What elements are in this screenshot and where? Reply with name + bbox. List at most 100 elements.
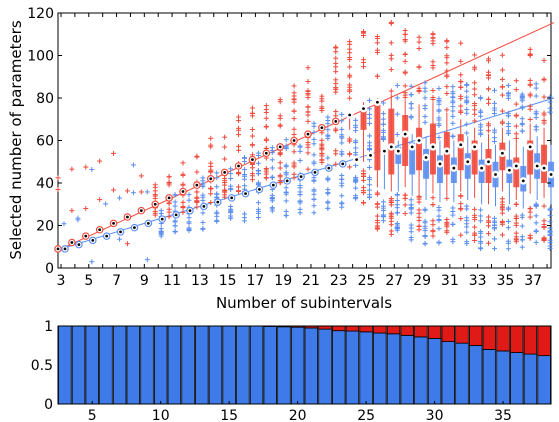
- outlier-mark-red: [208, 169, 214, 175]
- outlier-mark-red: [194, 189, 200, 195]
- outlier-mark-blue: [367, 106, 373, 112]
- outlier-mark-red: [361, 200, 367, 206]
- outlier-mark-red: [305, 79, 311, 85]
- outlier-mark-red: [305, 150, 311, 156]
- outlier-mark-blue: [422, 80, 428, 86]
- bottom-x-tick-label: 35: [494, 408, 512, 422]
- outlier-mark-red: [486, 86, 492, 92]
- outlier-mark-blue: [464, 82, 470, 88]
- stacked-bar-blue: [386, 333, 401, 405]
- outlier-mark-blue: [450, 108, 456, 114]
- median-dot-blue: [313, 170, 317, 174]
- outlier-mark-blue: [380, 203, 386, 209]
- outlier-mark-red: [361, 33, 367, 39]
- median-dot-red: [237, 164, 240, 168]
- outlier-mark-red: [333, 69, 339, 75]
- outlier-mark-blue: [436, 240, 442, 246]
- outlier-mark-blue: [144, 257, 150, 263]
- bottom-x-tick-label: 10: [152, 408, 170, 422]
- outlier-mark-blue: [408, 234, 414, 240]
- outlier-mark-blue: [408, 92, 414, 98]
- outlier-mark-red: [541, 203, 547, 209]
- outlier-mark-blue: [200, 219, 206, 225]
- median-dot-red: [362, 107, 365, 111]
- box-red: [541, 144, 548, 183]
- outlier-mark-blue: [436, 108, 442, 114]
- median-dot-blue: [160, 217, 164, 221]
- outlier-mark-red: [388, 210, 394, 216]
- outlier-mark-blue: [367, 147, 373, 153]
- outlier-mark-blue: [130, 190, 136, 196]
- outlier-mark-blue: [367, 133, 373, 139]
- outlier-mark-red: [458, 58, 464, 64]
- outlier-mark-red: [347, 151, 353, 157]
- outlier-mark-red: [347, 64, 353, 70]
- outlier-mark-blue: [269, 205, 275, 211]
- stacked-bar-blue: [99, 325, 113, 405]
- outlier-mark-red: [458, 40, 464, 46]
- outlier-mark-blue: [367, 140, 373, 146]
- outlier-mark-blue: [492, 236, 498, 242]
- outlier-mark-red: [458, 205, 464, 211]
- outlier-mark-blue: [533, 201, 539, 207]
- median-dot-blue: [507, 168, 511, 172]
- outlier-mark-red: [513, 222, 519, 228]
- outlier-mark-blue: [367, 164, 373, 170]
- outlier-mark-red: [402, 83, 408, 89]
- median-dot-blue: [410, 145, 414, 149]
- outlier-mark-blue: [492, 111, 498, 117]
- outlier-mark-blue: [325, 200, 331, 206]
- outlier-mark-red: [347, 138, 353, 144]
- median-dot-blue: [119, 230, 122, 234]
- outlier-mark-red: [444, 195, 450, 201]
- outlier-mark-red: [333, 161, 339, 167]
- outlier-mark-red: [374, 213, 380, 219]
- outlier-mark-red: [513, 113, 519, 119]
- outlier-mark-red: [430, 195, 436, 201]
- outlier-mark-red: [430, 94, 436, 100]
- outlier-mark-red: [444, 219, 450, 225]
- median-dot-blue: [105, 234, 109, 238]
- outlier-mark-blue: [505, 113, 511, 119]
- stacked-bar-blue: [373, 332, 387, 405]
- outlier-mark-blue: [214, 191, 220, 197]
- outlier-mark-red: [527, 214, 533, 220]
- outlier-mark-red: [527, 82, 533, 88]
- stacked-bar-blue: [345, 330, 360, 405]
- stacked-bar-blue: [167, 325, 182, 405]
- outlier-mark-red: [499, 84, 505, 90]
- outlier-mark-red: [249, 142, 255, 148]
- outlier-mark-red: [513, 215, 519, 221]
- outlier-mark-red: [458, 109, 464, 115]
- box-blue: [464, 153, 471, 179]
- outlier-mark-red: [277, 151, 283, 157]
- outlier-mark-red: [361, 57, 367, 63]
- median-dot-blue: [216, 200, 220, 204]
- outlier-mark-red: [361, 64, 367, 70]
- outlier-mark-red: [402, 31, 408, 37]
- outlier-mark-red: [527, 116, 533, 122]
- outlier-mark-red: [236, 118, 242, 124]
- outlier-mark-red: [291, 108, 297, 114]
- outlier-mark-blue: [450, 236, 456, 242]
- outlier-mark-blue: [311, 136, 317, 142]
- outlier-mark-red: [458, 216, 464, 222]
- outlier-mark-red: [430, 35, 436, 41]
- outlier-mark-blue: [422, 223, 428, 229]
- outlier-mark-blue: [422, 95, 428, 101]
- outlier-mark-blue: [311, 210, 317, 216]
- outlier-mark-blue: [339, 132, 345, 138]
- outlier-mark-blue: [172, 228, 178, 234]
- median-dot-red: [264, 151, 268, 155]
- outlier-mark-blue: [533, 81, 539, 87]
- median-dot-red: [70, 241, 74, 244]
- outlier-mark-red: [513, 239, 519, 245]
- stacked-bar-blue: [181, 325, 195, 405]
- outlier-mark-blue: [533, 111, 539, 117]
- outlier-mark-blue: [311, 196, 317, 202]
- outlier-mark-red: [347, 41, 353, 47]
- outlier-mark-blue: [436, 205, 442, 211]
- outlier-mark-red: [236, 127, 242, 133]
- box-blue: [436, 155, 443, 183]
- outlier-mark-blue: [547, 219, 553, 225]
